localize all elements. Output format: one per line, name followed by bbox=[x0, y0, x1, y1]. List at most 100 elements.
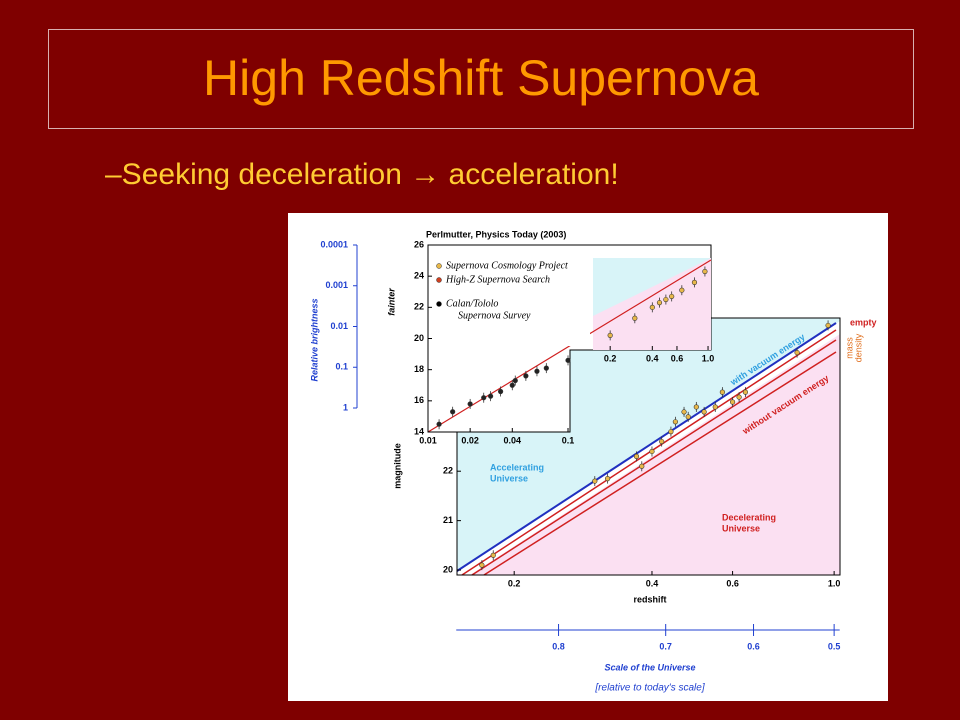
data-point bbox=[633, 453, 640, 459]
data-point bbox=[649, 304, 655, 310]
main-xlabel: redshift bbox=[633, 594, 666, 604]
scale-tick-label: 0.6 bbox=[747, 641, 760, 651]
brightness-tick-label: 0.1 bbox=[335, 362, 348, 372]
data-point bbox=[490, 552, 496, 558]
data-point bbox=[825, 322, 831, 329]
data-point bbox=[479, 562, 485, 568]
brightness-tick-label: 0.001 bbox=[325, 280, 348, 290]
y-tick-label: 21 bbox=[443, 515, 453, 525]
x-tick-label: 0.02 bbox=[461, 435, 479, 445]
brightness-tick-label: 0.01 bbox=[330, 321, 348, 331]
x-tick-label: 0.6 bbox=[671, 353, 684, 363]
y-tick-label: 22 bbox=[414, 302, 424, 312]
y-tick-label: 14 bbox=[414, 426, 424, 436]
title: High Redshift Supernova bbox=[203, 50, 759, 106]
y-tick-label: 16 bbox=[414, 395, 424, 405]
scale-tick-label: 0.5 bbox=[828, 641, 841, 651]
data-point bbox=[729, 399, 736, 405]
data-point bbox=[742, 389, 749, 395]
x-tick-label: 0.01 bbox=[419, 435, 437, 445]
x-tick-label: 1.0 bbox=[828, 578, 841, 588]
data-point bbox=[691, 279, 698, 286]
data-point bbox=[663, 296, 669, 303]
data-point bbox=[607, 332, 613, 338]
title-box bbox=[48, 29, 914, 129]
data-point bbox=[701, 409, 707, 415]
accelerating-label: Accelerating bbox=[490, 462, 544, 472]
figure: Perlmutter, Physics Today (2003) fainter… bbox=[288, 213, 888, 701]
brightness-label: Relative brightness bbox=[309, 298, 319, 381]
data-point bbox=[659, 438, 665, 445]
data-point bbox=[649, 448, 655, 455]
main-ylabel: magnitude bbox=[392, 443, 402, 489]
bullet: –Seeking deceleration → acceleration! bbox=[105, 158, 619, 191]
model-curve bbox=[483, 351, 837, 576]
y-tick-label: 18 bbox=[414, 364, 424, 374]
x-tick-label: 0.6 bbox=[726, 578, 739, 588]
y-tick-label: 24 bbox=[414, 271, 424, 281]
empty-curve bbox=[461, 329, 837, 576]
data-point bbox=[672, 419, 678, 425]
data-point bbox=[523, 373, 529, 379]
data-point bbox=[565, 357, 571, 363]
mass-density-label: density bbox=[853, 333, 863, 362]
data-point bbox=[436, 421, 442, 427]
data-point bbox=[668, 429, 674, 435]
y-tick-label: 20 bbox=[443, 564, 453, 574]
scale-tick-label: 0.8 bbox=[552, 641, 565, 651]
model-curve bbox=[471, 339, 837, 576]
data-point bbox=[632, 315, 638, 321]
data-point bbox=[712, 404, 718, 410]
x-tick-label: 1.0 bbox=[702, 353, 715, 363]
legend-marker bbox=[436, 263, 442, 269]
data-point bbox=[794, 349, 800, 356]
data-point bbox=[605, 476, 611, 482]
data-point bbox=[685, 414, 691, 420]
scale-tick-label: 0.7 bbox=[659, 641, 672, 651]
data-point bbox=[669, 293, 675, 300]
x-tick-label: 0.2 bbox=[508, 578, 521, 588]
data-point bbox=[679, 287, 685, 293]
x-tick-label: 0.1 bbox=[562, 435, 575, 445]
decelerating-label: Decelerating bbox=[722, 512, 776, 522]
data-point bbox=[719, 389, 725, 395]
legend-marker bbox=[436, 277, 442, 283]
empty-label: empty bbox=[850, 317, 877, 327]
x-tick-label: 0.4 bbox=[646, 353, 659, 363]
data-point bbox=[509, 382, 515, 388]
credit: Perlmutter, Physics Today (2003) bbox=[426, 229, 566, 239]
data-point bbox=[656, 300, 663, 306]
data-point bbox=[592, 478, 598, 484]
y-tick-label: 20 bbox=[414, 333, 424, 343]
x-tick-label: 0.2 bbox=[604, 353, 617, 363]
data-point bbox=[693, 404, 699, 410]
scale-sublabel: [relative to today's scale] bbox=[594, 683, 704, 694]
x-tick-label: 0.4 bbox=[646, 578, 659, 588]
decelerating-region bbox=[457, 334, 840, 575]
x-tick-label: 0.04 bbox=[504, 435, 522, 445]
data-point bbox=[488, 393, 494, 399]
inset-ylabel: fainter bbox=[386, 288, 396, 316]
mass-density-label: mass bbox=[844, 337, 854, 359]
data-point bbox=[681, 409, 687, 415]
legend-label: Calan/Tololo bbox=[446, 298, 498, 309]
y-tick-label: 22 bbox=[443, 466, 453, 476]
data-point bbox=[736, 394, 742, 400]
decelerating-label: Universe bbox=[722, 523, 760, 533]
data-point bbox=[543, 365, 549, 371]
data-point bbox=[639, 463, 645, 469]
data-point bbox=[450, 409, 456, 415]
legend-label: Supernova Survey bbox=[458, 310, 531, 321]
legend-marker bbox=[436, 301, 442, 307]
vacuum-curve bbox=[456, 322, 837, 572]
data-point bbox=[467, 401, 473, 407]
brightness-tick-label: 0.0001 bbox=[320, 239, 348, 249]
data-point bbox=[702, 268, 708, 275]
accelerating-label: Universe bbox=[490, 473, 528, 483]
brightness-tick-label: 1 bbox=[343, 402, 348, 412]
data-point bbox=[512, 377, 518, 384]
inset-legend-box bbox=[432, 258, 590, 346]
data-point bbox=[534, 368, 540, 374]
scale-label: Scale of the Universe bbox=[604, 662, 695, 672]
